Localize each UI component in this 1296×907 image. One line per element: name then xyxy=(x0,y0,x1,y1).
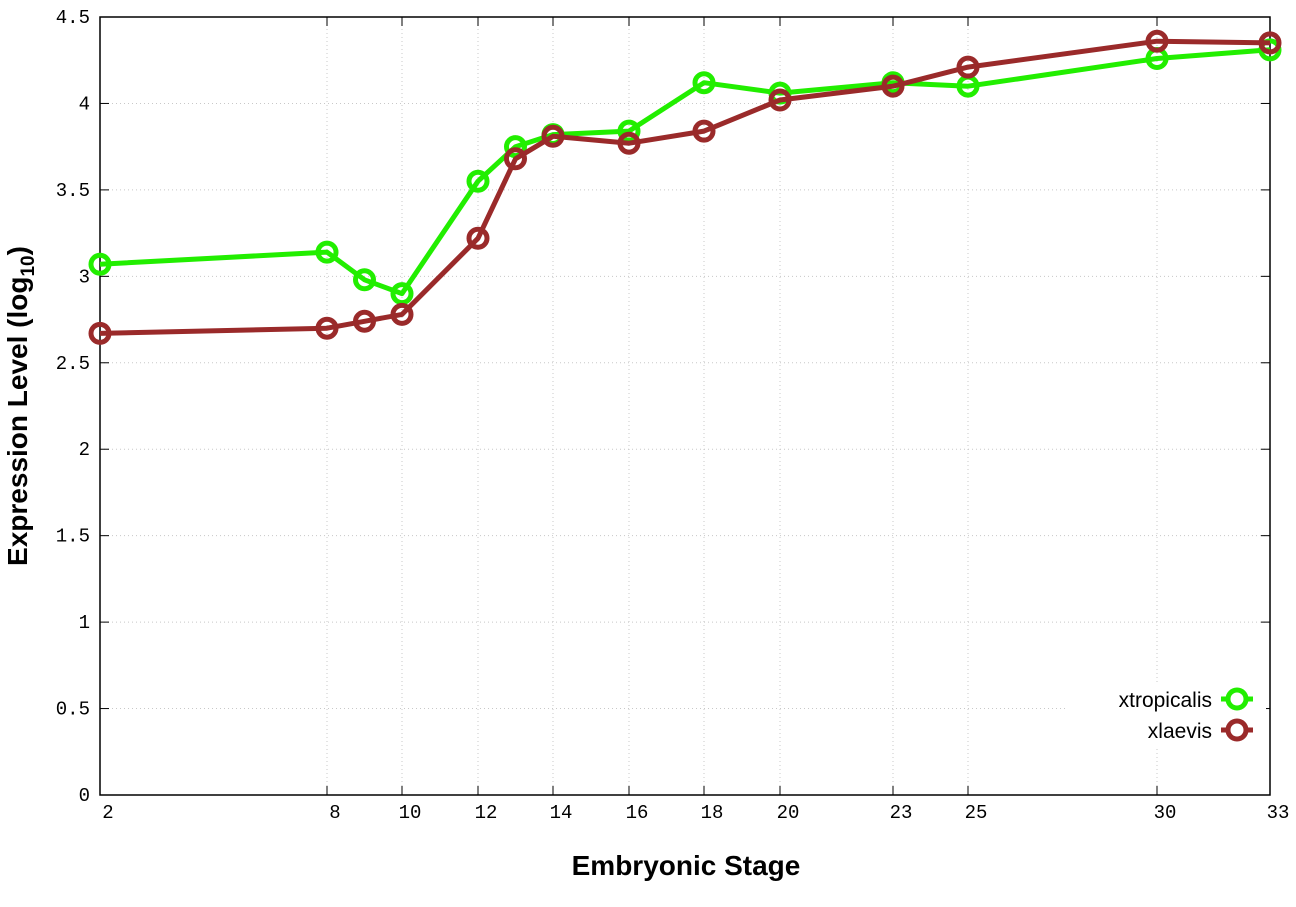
y-tick-label: 4 xyxy=(79,93,90,115)
data-point-xlaevis xyxy=(1145,29,1169,53)
x-tick-label: 18 xyxy=(701,802,724,824)
legend-swatch-marker-xlaevis xyxy=(1225,718,1249,742)
y-tick-label: 4.5 xyxy=(56,7,90,29)
axis-ticks: 0 0.5 1 1.5 2 2.5 3 3.5 4 4.5 2 8 10 12 14 16 18 20 23 25 30… xyxy=(56,7,1290,824)
x-tick-label: 16 xyxy=(626,802,649,824)
y-axis-title: Expression Level (log10) xyxy=(2,246,39,566)
data-point-xtropicalis xyxy=(88,252,112,276)
y-tick-label: 0.5 xyxy=(56,699,90,721)
data-point-xlaevis xyxy=(466,226,490,250)
y-tick-label: 3.5 xyxy=(56,180,90,202)
x-axis-title: Embryonic Stage xyxy=(572,850,801,881)
x-tick-label: 30 xyxy=(1154,802,1177,824)
data-point-xtropicalis xyxy=(315,240,339,264)
data-point-xtropicalis xyxy=(390,282,414,306)
data-point-xlaevis xyxy=(1258,31,1282,55)
data-point-xlaevis xyxy=(88,321,112,345)
data-point-xlaevis xyxy=(390,302,414,326)
y-axis-title-main: Expression Level (log xyxy=(2,277,33,566)
data-point-xtropicalis xyxy=(692,71,716,95)
data-point-xlaevis xyxy=(315,316,339,340)
y-tick-label: 1.5 xyxy=(56,526,90,548)
legend-label-xtropicalis: xtropicalis xyxy=(1119,689,1212,712)
y-axis-title-close: ) xyxy=(2,246,33,255)
x-tick-label: 10 xyxy=(399,802,422,824)
data-point-xlaevis xyxy=(692,119,716,143)
x-tick-label: 12 xyxy=(475,802,498,824)
y-tick-label: 3 xyxy=(79,266,90,288)
legend: xtropicalis xlaevis xyxy=(1068,683,1266,747)
data-point-xtropicalis xyxy=(353,268,376,292)
data-point-xlaevis xyxy=(353,309,376,333)
data-point-xlaevis xyxy=(541,124,565,148)
data-point-xlaevis xyxy=(617,131,641,155)
x-tick-label: 33 xyxy=(1267,802,1290,824)
legend-swatch-marker-xtropicalis xyxy=(1225,687,1249,711)
y-axis-title-subscript: 10 xyxy=(18,255,39,276)
data-point-xlaevis xyxy=(956,55,980,79)
y-tick-label: 2 xyxy=(79,439,90,461)
data-point-xlaevis xyxy=(881,74,905,98)
x-tick-label: 2 xyxy=(102,802,113,824)
y-tick-label: 2.5 xyxy=(56,353,90,375)
y-tick-label: 1 xyxy=(79,612,90,634)
series-line-xlaevis xyxy=(99,38,1271,336)
x-tick-label: 20 xyxy=(777,802,800,824)
x-tick-label: 8 xyxy=(329,802,340,824)
data-point-xlaevis xyxy=(768,88,792,112)
legend-label-xlaevis: xlaevis xyxy=(1148,720,1212,743)
y-tick-label: 0 xyxy=(79,785,90,807)
data-point-xlaevis xyxy=(504,147,527,171)
grid xyxy=(100,17,1270,795)
series-line-xtropicalis xyxy=(99,47,1271,297)
data-point-xtropicalis xyxy=(466,169,490,193)
series xyxy=(88,29,1282,345)
x-tick-label: 14 xyxy=(550,802,573,824)
x-tick-label: 23 xyxy=(890,802,913,824)
data-point-xtropicalis xyxy=(617,119,641,143)
plot-frame xyxy=(99,16,1271,796)
x-tick-label: 25 xyxy=(965,802,988,824)
data-point-xtropicalis xyxy=(504,135,527,159)
